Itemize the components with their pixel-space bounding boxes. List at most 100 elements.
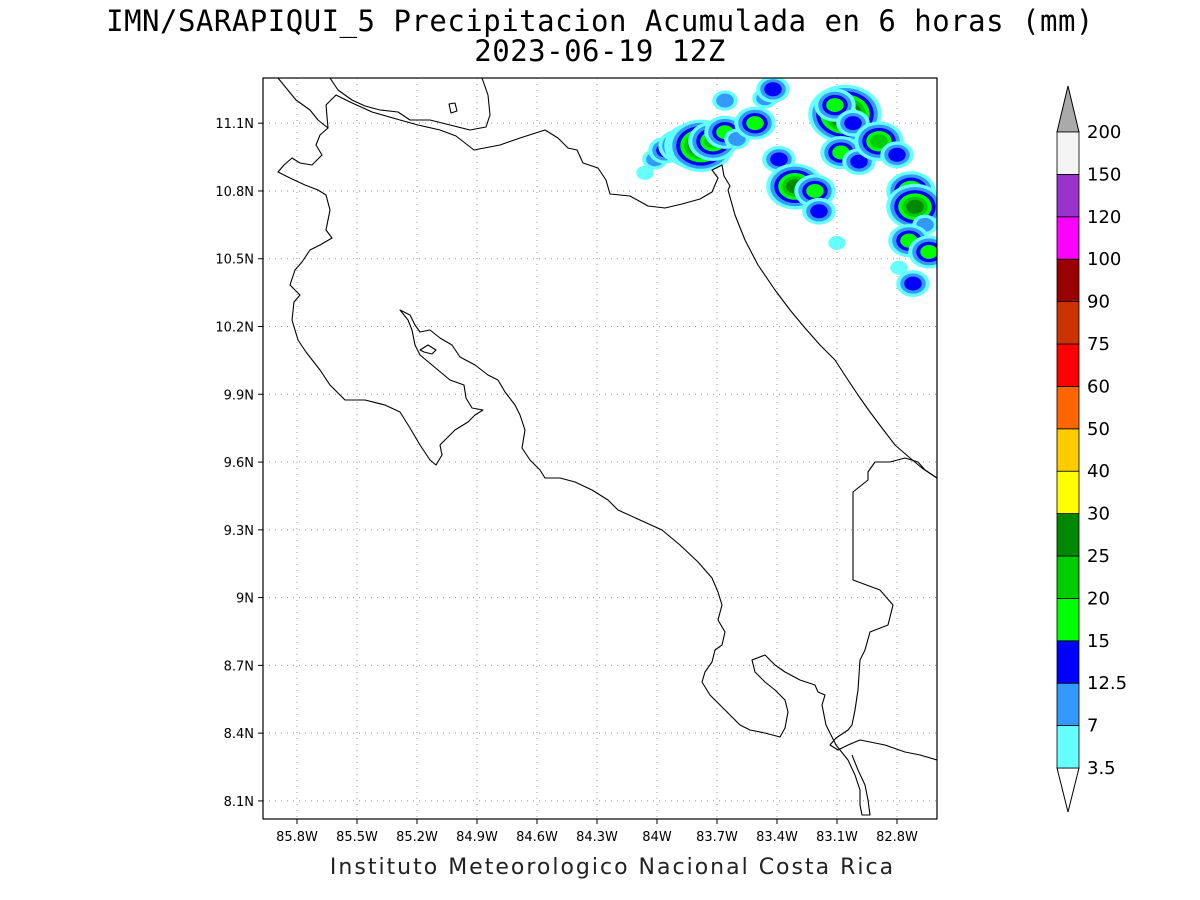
precip-cell — [880, 141, 914, 169]
precip-contour — [810, 204, 828, 219]
colorbar-swatch — [1056, 258, 1080, 303]
colorbar-label: 100 — [1087, 249, 1121, 270]
precip-contour — [770, 152, 788, 167]
precip-contour — [636, 165, 654, 180]
colorbar-swatch — [1056, 513, 1080, 557]
x-tick-label: 83.4W — [756, 830, 798, 845]
precip-cell — [836, 109, 870, 137]
colorbar-swatch — [1056, 640, 1080, 684]
precip-contour — [806, 183, 824, 198]
precip-contour — [906, 199, 924, 214]
precip-cell — [896, 270, 930, 297]
colorbar-swatch — [1056, 131, 1080, 175]
colorbar-label: 200 — [1087, 122, 1121, 143]
coastline-caribbean — [727, 189, 937, 479]
coastline-north — [277, 78, 731, 209]
precip-contour — [844, 116, 862, 131]
colorbar-swatch — [1056, 385, 1080, 430]
precip-contour — [826, 98, 844, 113]
precip-cell — [828, 235, 846, 250]
x-tick-label: 84.9W — [456, 830, 498, 845]
y-tick-label: 9N — [236, 592, 254, 607]
colorbar-label: 60 — [1087, 376, 1110, 397]
coastline-east — [829, 457, 937, 761]
y-tick-label: 10.2N — [215, 321, 254, 336]
colorbar-swatch — [1056, 301, 1080, 345]
coastline — [277, 78, 937, 816]
y-tick-label: 10.5N — [215, 253, 254, 268]
precip-contour — [904, 276, 922, 291]
x-tick-label: 84W — [642, 830, 672, 845]
colorbar-label: 75 — [1087, 334, 1110, 355]
precip-contour — [920, 244, 937, 259]
precip-contour — [888, 147, 906, 162]
precip-contour — [746, 116, 764, 131]
colorbar-under-arrow — [1056, 767, 1080, 813]
map-title: IMN/SARAPIQUI_5 Precipitacion Acumulada … — [106, 4, 1094, 38]
y-tick-label: 10.8N — [215, 185, 254, 200]
precip-cell — [756, 78, 790, 103]
precip-cell — [890, 260, 908, 275]
colorbar-swatch — [1056, 598, 1080, 642]
precip-cell — [712, 90, 738, 111]
colorbar-swatch — [1056, 682, 1080, 727]
gulf-island — [419, 344, 437, 355]
y-tick-label: 9.3N — [224, 524, 254, 539]
lat-lon-grid — [263, 78, 937, 819]
colorbar-swatch — [1056, 555, 1080, 599]
plot-frame — [262, 77, 938, 820]
coastline-central-pacific — [497, 379, 871, 816]
island — [448, 102, 458, 114]
colorbar-label: 90 — [1087, 292, 1110, 313]
precip-cell — [636, 165, 654, 180]
colorbar-label: 7 — [1087, 716, 1098, 737]
colorbar-label: 20 — [1087, 588, 1110, 609]
colorbar-swatch — [1056, 216, 1080, 260]
colorbar-swatch — [1056, 428, 1080, 472]
y-tick-label: 11.1N — [215, 117, 254, 132]
colorbar-swatch — [1056, 343, 1080, 387]
colorbar-swatch — [1056, 725, 1080, 769]
x-axis-ticks: 85.8W 85.5W 85.2W 84.9W 84.6W 84.3W 84W 83.7W 83… — [276, 819, 918, 845]
precip-contour — [870, 134, 888, 149]
x-tick-label: 83.1W — [816, 830, 858, 845]
y-tick-label: 8.7N — [224, 659, 254, 674]
x-tick-label: 84.6W — [516, 830, 558, 845]
colorbar-label: 25 — [1087, 546, 1110, 567]
colorbar-label: 30 — [1087, 504, 1110, 525]
colorbar-swatch — [1056, 173, 1080, 218]
y-axis-ticks: 11.1N 10.8N 10.5N 10.2N 9.9N 9.6N 9.3N 9N 8.7N 8.… — [215, 117, 263, 810]
precip-contour — [764, 82, 782, 97]
colorbar-label: 15 — [1087, 631, 1110, 652]
precip-contour — [828, 235, 846, 250]
map-subtitle: 2023-06-19 12Z — [474, 34, 726, 68]
x-tick-label: 84.3W — [576, 830, 618, 845]
precip-cell — [908, 235, 937, 269]
y-tick-label: 8.4N — [224, 727, 254, 742]
colorbar-over-arrow — [1056, 85, 1080, 133]
colorbar-label: 150 — [1087, 164, 1121, 185]
x-tick-label: 82.8W — [876, 830, 918, 845]
x-tick-label: 85.8W — [276, 830, 318, 845]
precip-cell — [802, 197, 836, 225]
precip-contour — [716, 93, 734, 108]
x-tick-label: 85.2W — [396, 830, 438, 845]
precipitation-field — [636, 78, 937, 297]
precip-cell — [734, 106, 776, 140]
colorbar-label: 50 — [1087, 419, 1110, 440]
coastline-pacific — [277, 127, 499, 466]
colorbar-label: 40 — [1087, 461, 1110, 482]
colorbar-swatch — [1056, 470, 1080, 515]
y-tick-label: 9.6N — [224, 456, 254, 471]
footer-credit: Instituto Meteorologico Nacional Costa R… — [329, 855, 896, 880]
y-tick-label: 9.9N — [224, 388, 254, 403]
colorbar-label: 12.5 — [1087, 673, 1127, 694]
colorbar-label: 3.5 — [1087, 758, 1116, 779]
y-tick-label: 8.1N — [224, 795, 254, 810]
lake-coast — [329, 78, 491, 131]
colorbar-label: 120 — [1087, 207, 1121, 228]
precip-contour — [890, 260, 908, 275]
precip-contour — [850, 154, 868, 169]
x-tick-label: 85.5W — [336, 830, 378, 845]
